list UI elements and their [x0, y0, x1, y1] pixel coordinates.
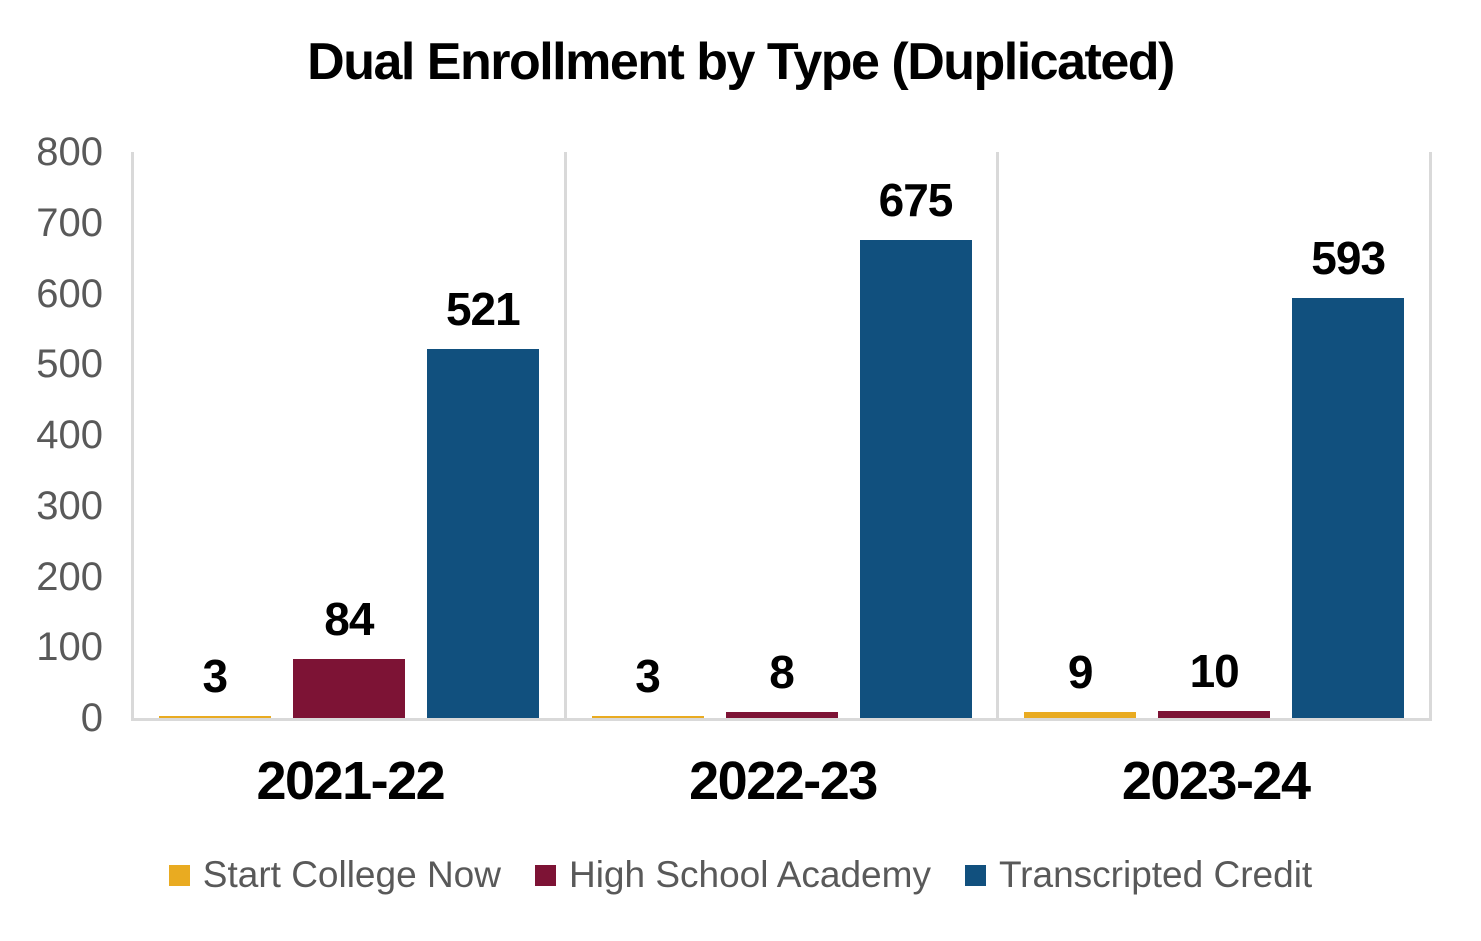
legend-swatch-icon — [964, 864, 986, 886]
y-tick-label-700: 700 — [36, 200, 103, 245]
legend-item-high-school-academy: High School Academy — [534, 854, 931, 896]
y-tick-label-500: 500 — [36, 342, 103, 387]
y-tick-label-400: 400 — [36, 413, 103, 457]
y-tick-label-200: 200 — [36, 554, 103, 599]
data-label-start-college-now-2022-23: 3 — [635, 649, 661, 702]
y-tick-label-100: 100 — [36, 625, 103, 670]
chart-title: Dual Enrollment by Type (Duplicated) — [307, 33, 1175, 91]
x-category-label-2022-23: 2022-23 — [689, 751, 878, 811]
bar-start-college-now-2021-22: 3 — [158, 650, 271, 718]
bar-high-school-academy-2022-23: 8 — [725, 646, 838, 718]
legend-item-transcripted-credit: Transcripted Credit — [964, 854, 1313, 896]
y-tick-label-800: 800 — [36, 130, 103, 174]
data-label-transcripted-credit-2021-22: 521 — [445, 283, 521, 336]
legend-label: Transcripted Credit — [998, 854, 1313, 895]
y-tick-label-0: 0 — [80, 696, 103, 740]
bar-start-college-now-2023-24: 9 — [1024, 646, 1137, 718]
data-label-high-school-academy-2021-22: 84 — [324, 592, 374, 645]
bar-transcripted-credit-2023-24: 593 — [1292, 232, 1405, 718]
legend-swatch-icon — [534, 864, 556, 886]
plot-area: 3 84 521 3 8 675 9 10 593 — [131, 152, 1433, 721]
y-tick-label-600: 600 — [36, 271, 103, 316]
y-tick-label-300: 300 — [36, 483, 103, 528]
data-label-start-college-now-2023-24: 9 — [1067, 645, 1094, 698]
bar-high-school-academy-2023-24: 10 — [1158, 645, 1271, 718]
legend-label: Start College Now — [202, 854, 501, 895]
bar-transcripted-credit-2022-23: 675 — [859, 174, 972, 718]
data-label-transcripted-credit-2022-23: 675 — [878, 174, 954, 227]
legend-label: High School Academy — [568, 854, 931, 895]
bar-transcripted-credit-2021-22: 521 — [426, 283, 539, 718]
x-category-label-2023-24: 2023-24 — [1121, 751, 1311, 811]
legend-item-start-college-now: Start College Now — [168, 854, 501, 896]
category-group-2022-23: 3 8 675 — [567, 152, 1000, 718]
bar-high-school-academy-2021-22: 84 — [292, 593, 405, 718]
x-category-label-2021-22: 2021-22 — [256, 751, 445, 811]
legend: Start College Now High School Academy Tran… — [0, 850, 1481, 900]
data-label-high-school-academy-2022-23: 8 — [769, 646, 795, 699]
legend-swatch-icon — [168, 864, 190, 886]
data-label-transcripted-credit-2023-24: 593 — [1311, 232, 1386, 285]
bar-start-college-now-2022-23: 3 — [591, 650, 704, 718]
category-group-2023-24: 9 10 593 — [999, 152, 1433, 718]
data-label-start-college-now-2021-22: 3 — [202, 649, 229, 702]
data-label-high-school-academy-2023-24: 10 — [1189, 644, 1240, 697]
category-group-2021-22: 3 84 521 — [134, 152, 567, 718]
